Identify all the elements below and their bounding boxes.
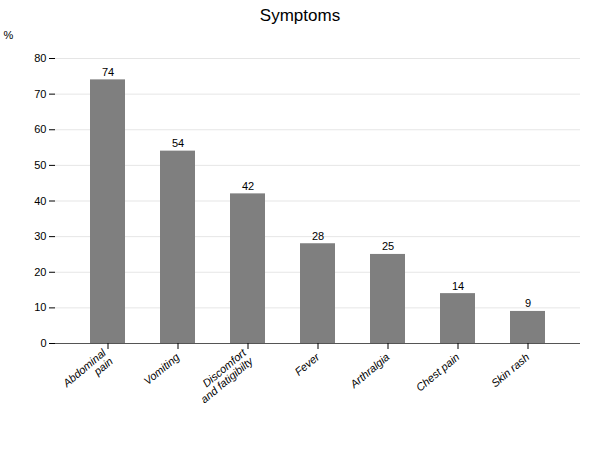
svg-text:40: 40 bbox=[34, 195, 46, 207]
svg-text:Fever: Fever bbox=[292, 350, 322, 378]
svg-text:30: 30 bbox=[34, 230, 46, 242]
svg-text:74: 74 bbox=[102, 66, 114, 78]
svg-text:10: 10 bbox=[34, 301, 46, 313]
svg-text:Chest pain: Chest pain bbox=[414, 351, 462, 394]
svg-text:14: 14 bbox=[452, 280, 464, 292]
svg-text:Abdominalpain: Abdominalpain bbox=[60, 346, 116, 398]
svg-text:25: 25 bbox=[382, 240, 394, 252]
html-text:Symptoms: Symptoms bbox=[259, 6, 341, 25]
svg-text:20: 20 bbox=[34, 266, 46, 278]
svg-text:42: 42 bbox=[242, 180, 254, 192]
svg-text:60: 60 bbox=[34, 123, 46, 135]
svg-text:28: 28 bbox=[312, 230, 324, 242]
svg-text:Vomiting: Vomiting bbox=[141, 350, 182, 387]
svg-text:80: 80 bbox=[34, 52, 46, 64]
svg-text:%: % bbox=[4, 29, 14, 41]
svg-text:Arthralgia: Arthralgia bbox=[347, 351, 392, 391]
svg-text:50: 50 bbox=[34, 159, 46, 171]
svg-text:0: 0 bbox=[40, 337, 46, 349]
svg-text:Discomfortand fatigibilty: Discomfortand fatigibilty bbox=[191, 345, 256, 405]
svg-text:54: 54 bbox=[172, 137, 184, 149]
svg-text:9: 9 bbox=[525, 297, 531, 309]
svg-text:Skin rash: Skin rash bbox=[489, 351, 532, 390]
svg-text:70: 70 bbox=[34, 88, 46, 100]
